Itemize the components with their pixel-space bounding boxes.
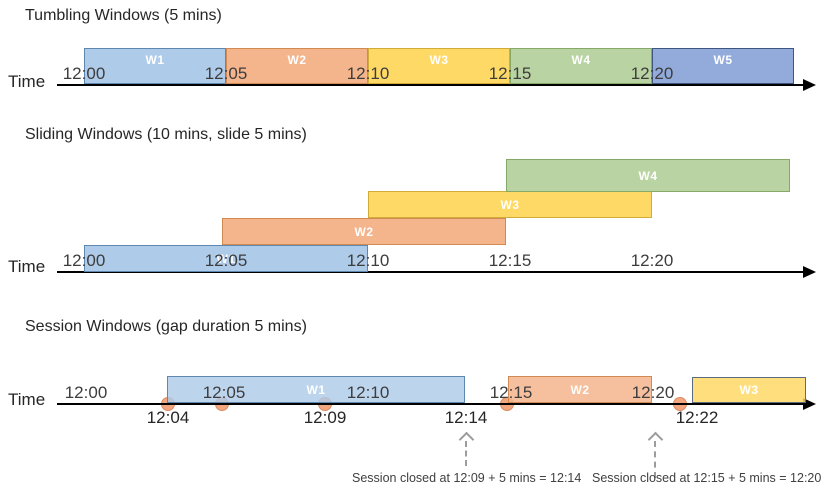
- axis-tick: 12:10: [346, 251, 390, 270]
- tumbling-window-w3: W3: [368, 48, 510, 84]
- axis-tick: 12:00: [62, 251, 106, 270]
- tumbling-window-w1: W1: [84, 48, 226, 84]
- session-closed-annotation: Session closed at 12:15 + 5 mins = 12:20: [592, 471, 822, 485]
- window-label: W3: [739, 383, 759, 397]
- event-time-label: 12:09: [303, 408, 347, 427]
- window-label: W5: [713, 53, 733, 67]
- sliding-window-w3: W3: [368, 191, 652, 218]
- axis-arrowhead-icon: [803, 266, 816, 278]
- session-window-w2: W2: [508, 376, 652, 403]
- axis-tick: 12:15: [488, 251, 532, 270]
- window-label: W2: [287, 53, 307, 67]
- axis-tick: 12:20: [630, 251, 674, 270]
- window-label: W1: [306, 382, 326, 397]
- window-label: W3: [500, 197, 520, 212]
- time-axis-label: Time: [8, 72, 46, 91]
- section-title: Tumbling Windows (5 mins): [25, 7, 222, 24]
- axis-tick: 12:15: [489, 383, 533, 402]
- time-axis-label: Time: [8, 257, 46, 276]
- window-label: W2: [354, 224, 374, 239]
- sliding-window-w4: W4: [506, 159, 790, 192]
- axis-tick: 12:20: [631, 383, 675, 402]
- window-label: W3: [429, 53, 449, 67]
- axis-arrowhead-icon: [803, 398, 816, 410]
- axis-tick: 12:20: [630, 64, 674, 83]
- axis-tick: 12:10: [346, 64, 390, 83]
- tumbling-window-w5: W5: [652, 48, 794, 84]
- annotation-arrow-icon: [458, 431, 474, 466]
- session-window-w1: W1: [167, 376, 465, 403]
- session-window-w3: W3: [692, 377, 806, 403]
- annotation-arrow-icon: [647, 431, 663, 478]
- time-axis: [57, 79, 816, 91]
- time-axis: [57, 266, 816, 278]
- event-time-label: 12:04: [146, 408, 190, 427]
- sliding-window-w2: W2: [222, 218, 506, 245]
- window-label: W2: [570, 382, 590, 397]
- tumbling-window-w2: W2: [226, 48, 368, 84]
- axis-tick: 12:00: [64, 383, 108, 402]
- axis-tick: 12:05: [204, 251, 248, 270]
- section-title: Sliding Windows (10 mins, slide 5 mins): [25, 126, 307, 143]
- window-label: W4: [638, 168, 658, 183]
- section-title: Session Windows (gap duration 5 mins): [25, 318, 307, 335]
- axis-tick: 12:10: [346, 383, 390, 402]
- window-label: W1: [145, 53, 165, 67]
- axis-tick: 12:15: [488, 64, 532, 83]
- event-time-label: 12:14: [444, 408, 488, 427]
- axis-tick: 12:05: [204, 64, 248, 83]
- time-axis-label: Time: [8, 390, 46, 409]
- axis-tick: 12:05: [202, 383, 246, 402]
- window-label: W1: [216, 251, 236, 266]
- sliding-window-w1: W1: [84, 245, 368, 272]
- time-axis: [57, 398, 816, 410]
- session-closed-annotation: Session closed at 12:09 + 5 mins = 12:14: [352, 471, 582, 485]
- axis-tick: 12:00: [62, 64, 106, 83]
- window-label: W4: [571, 53, 591, 67]
- axis-arrowhead-icon: [803, 79, 816, 91]
- event-time-label: 12:22: [675, 408, 719, 427]
- tumbling-window-w4: W4: [510, 48, 652, 84]
